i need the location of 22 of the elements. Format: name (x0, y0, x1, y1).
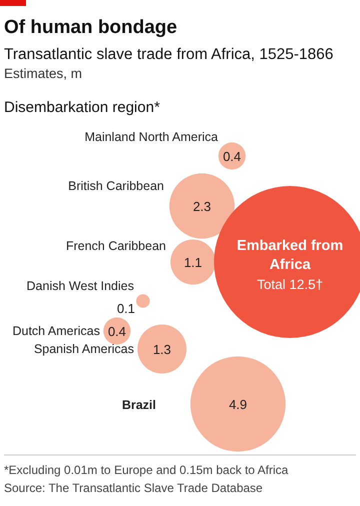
data-label: 0.4 (222, 149, 242, 164)
data-label: 0.4 (108, 324, 126, 339)
data-label: Total 12.5† (256, 277, 324, 292)
category-label: Embarked from Africa (236, 238, 344, 273)
category-label: Mainland North America (84, 130, 218, 144)
category-label: Dutch Americas (12, 324, 100, 338)
text: Of human bondage (4, 17, 178, 38)
category-label: Danish West Indies (26, 279, 134, 293)
text: Estimates, m (4, 66, 82, 81)
data-label: 4.9 (228, 397, 248, 412)
category-label: French Caribbean (66, 239, 166, 253)
legend-title: Disembarkation region* (4, 99, 160, 116)
data-label: 0.1 (116, 301, 136, 316)
category-label: British Caribbean (68, 179, 164, 193)
data-label: 1.3 (152, 342, 172, 357)
text: *Excluding 0.01m to Europe and 0.15m back to Africa (4, 463, 288, 477)
data-label: 2.3 (192, 199, 212, 214)
source-note: Source: The Transatlantic Slave Trade Database (4, 481, 263, 495)
data-label: 1.1 (184, 255, 202, 270)
text: Transatlantic slave trade from Africa, 1525-1866 (4, 46, 334, 63)
category-label: Brazil (122, 398, 156, 412)
category-label: Spanish Americas (34, 342, 134, 356)
